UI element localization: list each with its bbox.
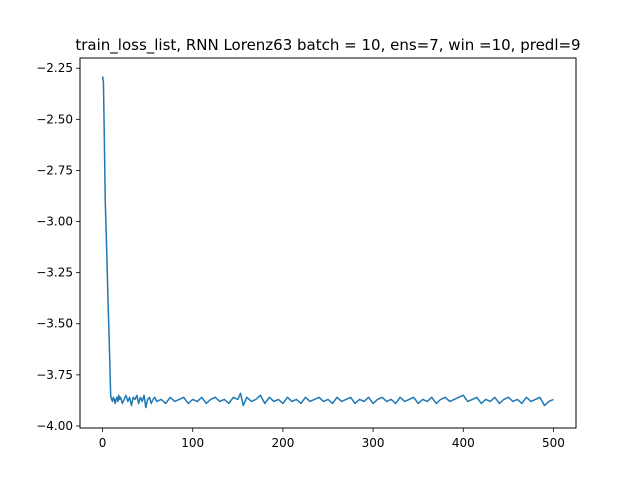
x-tick-label: 100 (181, 436, 204, 450)
x-tick-label: 0 (99, 436, 107, 450)
chart-title: train_loss_list, RNN Lorenz63 batch = 10… (75, 36, 580, 55)
y-tick-label: −2.75 (36, 163, 73, 177)
x-axis: 0 100 200 300 400 500 (99, 428, 565, 450)
y-tick-label: −2.25 (36, 61, 73, 75)
axes-frame (79, 57, 577, 429)
x-tick-label: 400 (452, 436, 475, 450)
y-tick-label: −3.25 (36, 266, 73, 280)
y-tick-label: −2.50 (36, 112, 73, 126)
plot-area (101, 76, 554, 409)
y-tick-label: −4.00 (36, 419, 73, 433)
x-tick-label: 200 (271, 436, 294, 450)
x-tick-label: 300 (362, 436, 385, 450)
y-tick-label: −3.75 (36, 368, 73, 382)
y-axis: −2.25 −2.50 −2.75 −3.00 −3.25 −3.50 −3.75 −4.00 (36, 61, 80, 433)
y-tick-label: −3.50 (36, 317, 73, 331)
x-tick-label: 500 (542, 436, 565, 450)
y-tick-label: −3.00 (36, 215, 73, 229)
series-line (101, 76, 554, 409)
